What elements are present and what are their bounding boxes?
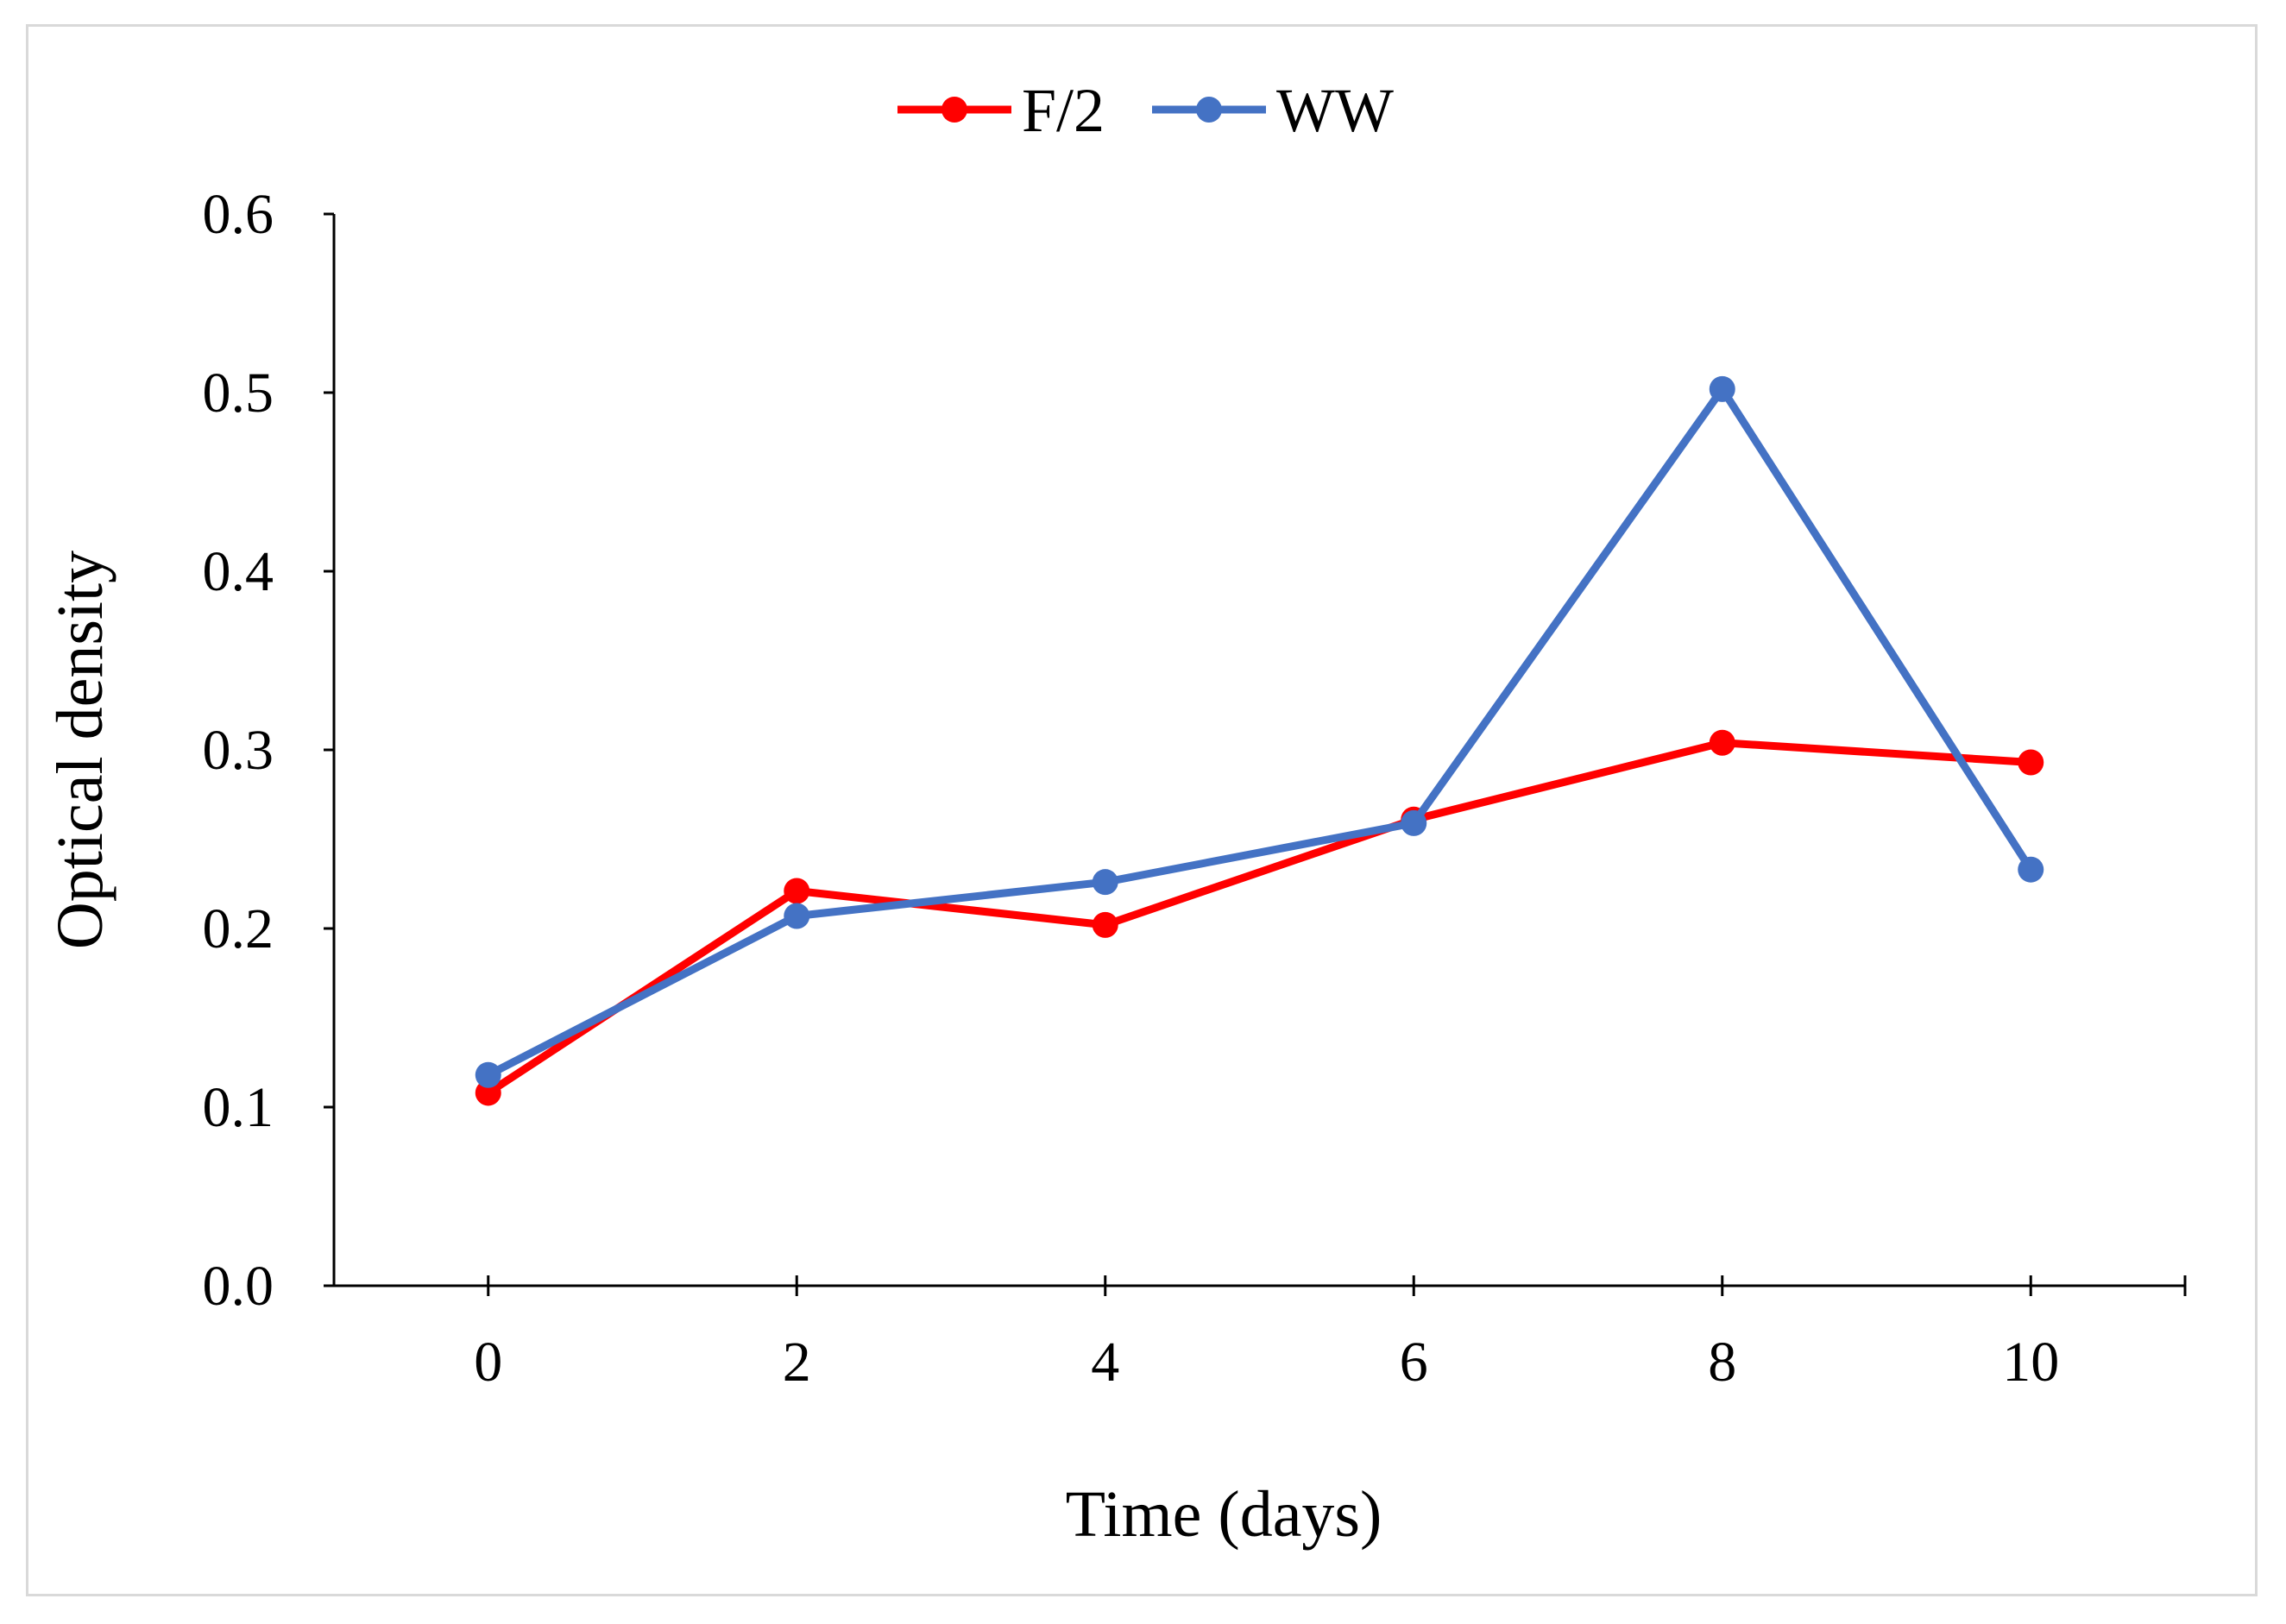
data-point-ww	[475, 1061, 501, 1088]
legend-label-f2: F/2	[1022, 76, 1105, 145]
x-tick-label: 2	[783, 1331, 811, 1394]
y-tick-label: 0.6	[203, 183, 274, 246]
data-point-f2	[1092, 911, 1118, 938]
y-tick-label: 0.4	[203, 540, 274, 603]
data-point-ww	[784, 903, 810, 929]
legend-label-ww: WW	[1276, 76, 1394, 145]
series-line-f2	[484, 739, 2035, 1097]
y-tick-label: 0.0	[203, 1255, 274, 1318]
x-ticks: 0 2 4 6 8 10	[474, 1275, 2059, 1394]
data-point-f2	[475, 1080, 501, 1106]
y-tick-label: 0.2	[203, 897, 274, 960]
y-tick-label: 0.1	[203, 1076, 274, 1139]
x-axis-title: Time (days)	[1066, 1478, 1382, 1551]
y-axis-title: Optical density	[44, 551, 117, 949]
legend-marker-f2	[941, 97, 967, 123]
y-ticks: 0.0 0.1 0.2 0.3 0.4 0.5 0.6	[203, 183, 334, 1318]
x-tick-label: 10	[2002, 1331, 2059, 1394]
data-point-ww	[1092, 869, 1118, 896]
x-tick-label: 6	[1400, 1331, 1428, 1394]
data-point-ww	[2018, 856, 2044, 883]
series-group	[475, 375, 2044, 1106]
x-tick-label: 0	[474, 1331, 502, 1394]
data-point-f2	[1709, 729, 1735, 756]
legend-marker-ww	[1196, 97, 1222, 123]
data-point-f2	[2018, 749, 2044, 776]
legend: F/2 WW	[897, 76, 1394, 145]
x-tick-label: 4	[1091, 1331, 1119, 1394]
x-tick-label: 8	[1708, 1331, 1736, 1394]
series-line-ww	[484, 385, 2035, 1080]
data-point-ww	[1709, 375, 1735, 402]
y-tick-label: 0.3	[203, 719, 274, 782]
chart-frame	[26, 24, 2258, 1596]
y-tick-label: 0.5	[203, 362, 274, 425]
data-point-ww	[1401, 809, 1427, 836]
data-point-f2	[784, 878, 810, 904]
